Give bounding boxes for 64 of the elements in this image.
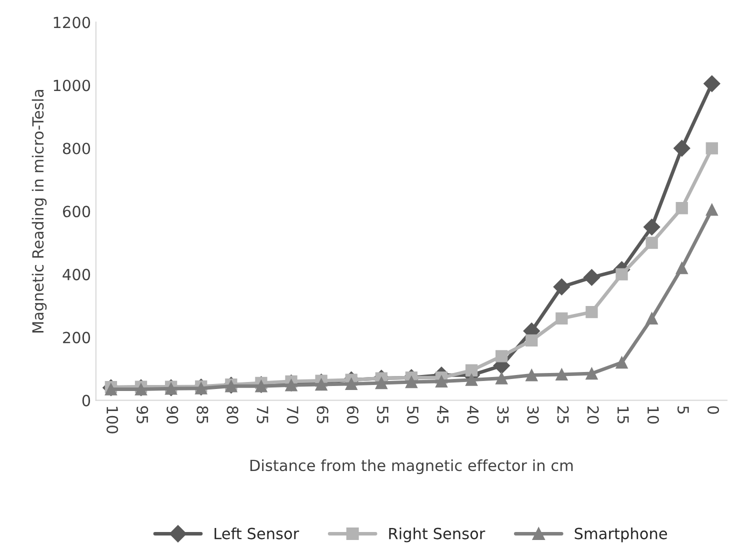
y-tick-label: 1000 <box>54 80 90 92</box>
x-axis-title: Distance from the magnetic effector in cm <box>250 459 573 474</box>
x-tick-label: 95 <box>136 406 148 424</box>
point <box>673 140 690 157</box>
x-tick-label: 100 <box>106 406 118 434</box>
x-tick-label: 5 <box>677 406 689 414</box>
point <box>134 383 148 396</box>
x-tick-label: 65 <box>316 406 328 424</box>
point <box>496 350 508 362</box>
point <box>255 380 268 392</box>
point <box>704 75 720 92</box>
point <box>285 379 298 392</box>
point <box>583 269 600 286</box>
y-tick-label: 600 <box>62 206 90 218</box>
legend-label: Smartphone <box>574 527 667 542</box>
point <box>556 368 568 381</box>
x-tick-label: 60 <box>346 406 358 424</box>
point <box>553 278 570 296</box>
point <box>465 364 478 376</box>
y-tick-label: 0 <box>82 394 90 406</box>
y-tick-label: 800 <box>62 142 90 154</box>
x-tick-label: 70 <box>286 406 298 424</box>
point <box>345 378 358 390</box>
x-tick-label: 25 <box>557 406 569 424</box>
x-tick-label: 50 <box>407 406 419 424</box>
point <box>676 202 688 214</box>
y-tick-label: 400 <box>62 268 90 280</box>
x-tick-label: 80 <box>226 406 238 424</box>
legend-label: Left Sensor <box>214 527 300 540</box>
x-tick-label: 0 <box>707 406 720 414</box>
point <box>465 374 478 386</box>
x-tick-label: 35 <box>497 406 509 424</box>
point <box>375 376 388 390</box>
x-tick-label: 15 <box>617 406 629 424</box>
point <box>616 356 628 369</box>
point <box>643 218 660 236</box>
point <box>315 378 328 391</box>
point <box>646 312 658 324</box>
x-tick-label: 55 <box>376 406 388 424</box>
point <box>526 369 538 382</box>
point <box>496 372 508 384</box>
x-tick-label: 30 <box>527 406 539 424</box>
x-tick-label: 85 <box>196 406 208 424</box>
point <box>676 262 688 274</box>
point <box>586 367 598 380</box>
legend-label: Right Sensor <box>389 527 486 542</box>
y-tick-label: 1200 <box>54 16 90 28</box>
x-tick-label: 10 <box>647 406 659 424</box>
point <box>435 375 448 388</box>
x-tick-label: 45 <box>437 406 448 424</box>
point <box>556 312 568 324</box>
x-tick-label: 75 <box>256 406 268 424</box>
point <box>616 268 628 280</box>
point <box>646 236 658 249</box>
point <box>706 204 718 216</box>
point <box>706 142 718 154</box>
point <box>405 376 418 388</box>
y-tick-label: 200 <box>63 332 90 344</box>
y-axis-title: Magnetic Reading in micro-Tesla <box>32 90 47 332</box>
x-tick-label: 40 <box>467 406 479 424</box>
x-tick-label: 20 <box>587 406 599 424</box>
point <box>586 306 598 318</box>
x-tick-label: 90 <box>166 406 178 424</box>
point <box>526 334 538 347</box>
